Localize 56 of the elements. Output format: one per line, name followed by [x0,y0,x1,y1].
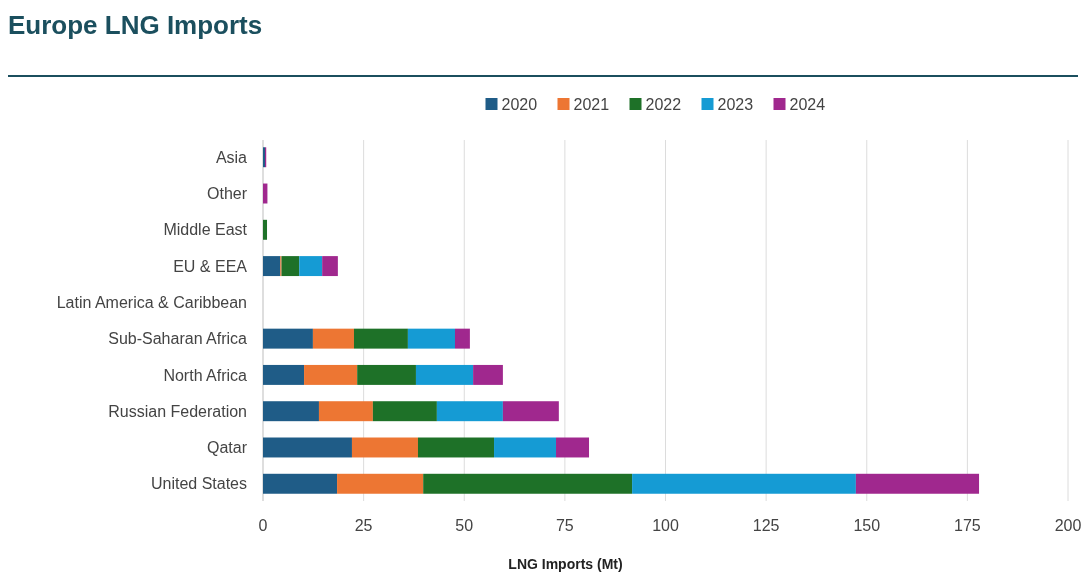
bar [304,364,358,385]
bar [263,437,352,458]
bar [322,256,338,277]
bar [263,364,305,385]
bar [417,437,495,458]
x-tick-label: 75 [555,517,574,534]
bar [357,364,416,385]
x-tick-label: 175 [954,517,981,534]
bar [372,401,437,422]
bar [353,328,408,349]
bar [312,328,354,349]
bar [436,401,503,422]
x-axis-title: LNG Imports (Mt) [508,556,623,572]
x-tick-label: 125 [752,517,780,534]
bar [502,401,559,422]
legend-label: 2024 [789,95,826,113]
bar [318,401,373,422]
bar [263,328,313,349]
bar [423,473,633,494]
bar [415,364,474,385]
y-tick-label: Qatar [206,439,248,457]
bar [632,473,856,494]
x-tick-label: 50 [455,517,474,534]
legend-label: 2022 [645,95,682,113]
bar [337,473,424,494]
y-tick-label: Latin America & Caribbean [56,293,247,311]
x-tick-label: 0 [258,517,268,534]
bar [407,328,455,349]
y-tick-label: United States [150,475,247,493]
y-tick-label: Asia [215,148,248,166]
x-tick-label: 200 [1054,517,1082,534]
bar [494,437,557,458]
y-tick-label: Other [206,185,248,203]
y-tick-label: Sub-Saharan Africa [108,330,248,348]
y-tick-label: EU & EEA [173,257,248,275]
bar [855,473,980,494]
legend-label: 2021 [573,95,610,113]
bar [263,256,281,277]
x-tick-label: 150 [853,517,881,534]
bar [281,256,300,277]
legend-label: 2020 [501,95,538,113]
y-tick-label: Middle East [163,221,248,239]
y-tick-label: Russian Federation [108,402,247,420]
bar [263,473,338,494]
bar [351,437,418,458]
legend-label: 2023 [717,95,754,113]
x-tick-label: 100 [652,517,679,534]
bar [473,364,503,385]
y-tick-label: North Africa [163,366,248,384]
bar [263,401,319,422]
bar [556,437,590,458]
x-tick-label: 25 [354,517,373,534]
chart-title: Europe LNG Imports [8,10,263,40]
bar [263,219,268,240]
bar [299,256,323,277]
bar [454,328,470,349]
